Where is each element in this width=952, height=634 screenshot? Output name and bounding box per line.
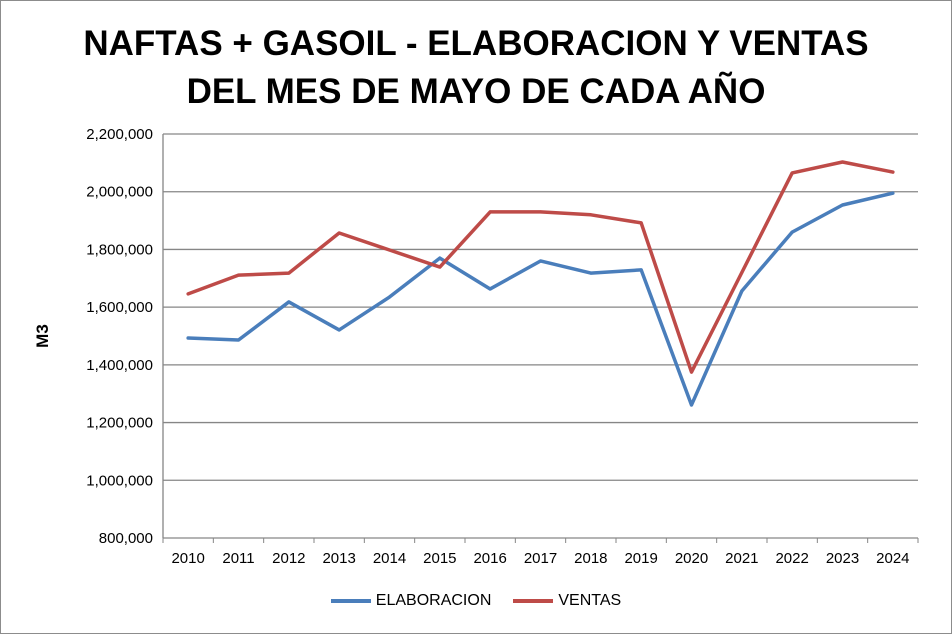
legend: ELABORACION VENTAS xyxy=(0,592,952,610)
x-tick-label: 2011 xyxy=(222,550,254,567)
y-tick-label: 1,000,000 xyxy=(86,472,153,489)
x-tick-label: 2022 xyxy=(775,550,808,567)
x-tick-label: 2020 xyxy=(675,550,708,567)
y-tick-label: 1,800,000 xyxy=(86,241,153,258)
data-point-elaboracion xyxy=(841,203,844,207)
data-point-ventas xyxy=(589,213,593,217)
data-point-ventas xyxy=(237,273,240,277)
series-line-ventas xyxy=(186,160,895,374)
data-point-elaboracion xyxy=(438,256,442,260)
y-tick-label: 2,200,000 xyxy=(86,126,153,143)
x-tick-label: 2018 xyxy=(574,550,607,567)
x-tick-label: 2021 xyxy=(725,550,758,567)
legend-item-ventas: VENTAS xyxy=(513,592,621,610)
data-point-elaboracion xyxy=(237,338,240,342)
x-tick-label: 2012 xyxy=(272,550,305,567)
data-point-elaboracion xyxy=(186,336,190,340)
legend-label-elaboracion: ELABORACION xyxy=(375,592,492,609)
y-tick-label: 1,400,000 xyxy=(86,357,153,374)
data-point-elaboracion xyxy=(740,289,744,293)
y-tick-label: 1,200,000 xyxy=(86,415,153,432)
y-axis-label: M3 xyxy=(33,324,52,348)
y-tick-label: 1,600,000 xyxy=(86,299,153,316)
data-point-elaboracion xyxy=(287,300,291,304)
data-point-ventas xyxy=(488,210,492,214)
data-point-elaboracion xyxy=(388,295,391,299)
chart-title: NAFTAS + GASOIL - ELABORACION Y VENTAS D… xyxy=(0,20,952,116)
data-point-ventas xyxy=(539,210,542,214)
x-tick-label: 2017 xyxy=(524,550,557,567)
x-tick-label: 2019 xyxy=(624,550,657,567)
data-point-elaboracion xyxy=(690,403,693,407)
y-tick-label: 2,000,000 xyxy=(86,184,153,201)
data-point-elaboracion xyxy=(589,271,593,275)
legend-swatch-ventas xyxy=(513,599,554,603)
x-tick-label: 2016 xyxy=(473,550,506,567)
data-point-ventas xyxy=(388,248,391,252)
data-point-ventas xyxy=(438,265,442,269)
y-tick-label: 800,000 xyxy=(99,530,153,547)
x-tick-label: 2015 xyxy=(423,550,456,567)
chart-title-line-2: DEL MES DE MAYO DE CADA AÑO xyxy=(186,72,766,111)
data-point-elaboracion xyxy=(891,191,895,195)
data-point-ventas xyxy=(690,370,693,374)
data-point-elaboracion xyxy=(639,268,643,272)
data-point-ventas xyxy=(639,221,643,225)
data-point-elaboracion xyxy=(539,259,542,263)
chart-title-line-1: NAFTAS + GASOIL - ELABORACION Y VENTAS xyxy=(83,24,869,63)
legend-label-ventas: VENTAS xyxy=(558,592,622,609)
data-point-ventas xyxy=(287,271,291,275)
data-point-elaboracion xyxy=(790,230,794,234)
series-line-elaboracion xyxy=(186,191,895,407)
x-tick-label: 2014 xyxy=(373,550,406,567)
x-tick-label: 2013 xyxy=(322,550,355,567)
data-point-ventas xyxy=(186,292,190,296)
legend-swatch-elaboracion xyxy=(330,599,371,603)
x-tick-label: 2024 xyxy=(876,550,909,567)
data-point-elaboracion xyxy=(337,328,341,332)
data-point-ventas xyxy=(841,160,844,164)
data-point-ventas xyxy=(891,170,895,174)
legend-item-elaboracion: ELABORACION xyxy=(330,592,492,610)
x-tick-label: 2023 xyxy=(826,550,859,567)
x-tick-label: 2010 xyxy=(171,550,204,567)
data-point-ventas xyxy=(740,271,744,275)
data-point-elaboracion xyxy=(488,287,492,291)
data-point-ventas xyxy=(790,171,794,175)
data-point-ventas xyxy=(337,231,341,235)
